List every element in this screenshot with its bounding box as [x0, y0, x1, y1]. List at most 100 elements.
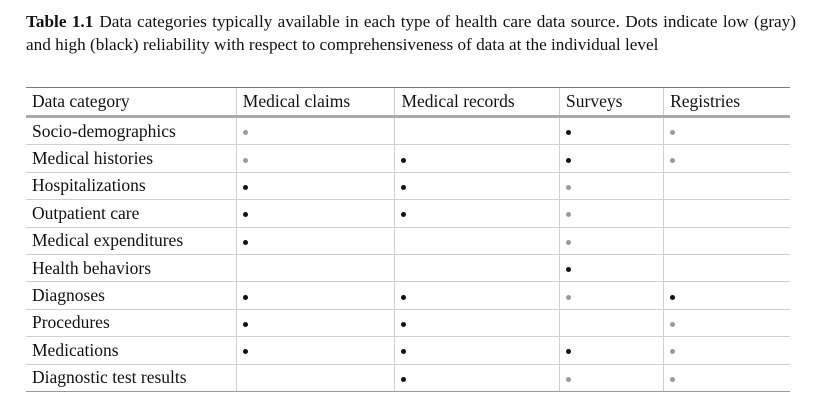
table-row: Socio-demographics [26, 116, 790, 146]
reliability-cell [394, 309, 560, 338]
low-reliability-dot [566, 212, 572, 218]
reliability-cell [663, 254, 790, 283]
high-reliability-dot [566, 130, 572, 136]
category-cell: Hospitalizations [26, 172, 237, 201]
reliability-cell [394, 364, 560, 392]
reliability-cell [663, 227, 790, 255]
reliability-cell [394, 116, 560, 146]
reliability-cell [559, 227, 664, 255]
category-cell: Outpatient care [26, 199, 237, 228]
high-reliability-dot [242, 321, 248, 327]
reliability-cell [559, 281, 664, 310]
category-cell: Medications [26, 336, 237, 365]
header-registries: Registries [663, 87, 790, 118]
header-medical-records: Medical records [394, 87, 560, 118]
category-cell: Diagnostic test results [26, 364, 237, 392]
table-row: Medical histories [26, 144, 790, 173]
low-reliability-dot [670, 130, 676, 136]
high-reliability-dot [242, 239, 248, 245]
reliability-cell [235, 227, 395, 255]
low-reliability-dot [670, 157, 676, 163]
reliability-cell [663, 144, 790, 173]
reliability-cell [394, 336, 560, 365]
reliability-cell [663, 281, 790, 310]
high-reliability-dot [401, 376, 407, 382]
table-row: Diagnostic test results [26, 364, 790, 392]
reliability-cell [235, 144, 395, 173]
reliability-cell [394, 254, 560, 283]
reliability-cell [663, 336, 790, 365]
reliability-cell [663, 309, 790, 338]
reliability-cell [235, 281, 395, 310]
high-reliability-dot [401, 157, 407, 163]
low-reliability-dot [566, 184, 572, 190]
reliability-cell [394, 144, 560, 173]
data-category-table: Data category Medical claims Medical rec… [26, 87, 790, 392]
high-reliability-dot [401, 184, 407, 190]
reliability-cell [394, 199, 560, 228]
low-reliability-dot [566, 376, 572, 382]
reliability-cell [663, 199, 790, 228]
reliability-cell [235, 199, 395, 228]
table-row: Health behaviors [26, 254, 790, 283]
header-data-category: Data category [26, 87, 237, 118]
low-reliability-dot [670, 321, 676, 327]
reliability-cell [559, 336, 664, 365]
high-reliability-dot [670, 294, 676, 300]
reliability-cell [559, 309, 664, 338]
caption-text: Data categories typically available in e… [26, 12, 796, 54]
reliability-cell [559, 116, 664, 146]
high-reliability-dot [566, 349, 572, 355]
table-row: Procedures [26, 309, 790, 338]
reliability-cell [235, 254, 395, 283]
header-surveys: Surveys [559, 87, 664, 118]
reliability-cell [559, 172, 664, 201]
reliability-cell [394, 281, 560, 310]
reliability-cell [235, 116, 395, 146]
table-caption: Table 1.1 Data categories typically avail… [26, 11, 796, 56]
high-reliability-dot [566, 157, 572, 163]
low-reliability-dot [566, 294, 572, 300]
table-row: Diagnoses [26, 281, 790, 310]
category-cell: Diagnoses [26, 281, 237, 310]
reliability-cell [394, 172, 560, 201]
reliability-cell [235, 309, 395, 338]
reliability-cell [559, 364, 664, 392]
low-reliability-dot [670, 376, 676, 382]
table-row: Medications [26, 336, 790, 365]
high-reliability-dot [242, 184, 248, 190]
high-reliability-dot [401, 321, 407, 327]
reliability-cell [559, 144, 664, 173]
table-row: Medical expenditures [26, 227, 790, 255]
category-cell: Socio-demographics [26, 116, 237, 146]
low-reliability-dot [566, 239, 572, 245]
low-reliability-dot [242, 130, 248, 136]
high-reliability-dot [242, 294, 248, 300]
header-row: Data category Medical claims Medical rec… [26, 87, 790, 118]
high-reliability-dot [401, 349, 407, 355]
reliability-cell [235, 172, 395, 201]
low-reliability-dot [670, 349, 676, 355]
reliability-cell [663, 172, 790, 201]
high-reliability-dot [401, 294, 407, 300]
reliability-cell [559, 199, 664, 228]
reliability-cell [663, 364, 790, 392]
category-cell: Health behaviors [26, 254, 237, 283]
reliability-cell [235, 336, 395, 365]
category-cell: Procedures [26, 309, 237, 338]
high-reliability-dot [401, 212, 407, 218]
high-reliability-dot [566, 267, 572, 273]
table-label: Table 1.1 [26, 12, 94, 31]
high-reliability-dot [242, 212, 248, 218]
reliability-cell [394, 227, 560, 255]
header-medical-claims: Medical claims [235, 87, 395, 118]
table-row: Hospitalizations [26, 172, 790, 201]
category-cell: Medical histories [26, 144, 237, 173]
reliability-cell [235, 364, 395, 392]
low-reliability-dot [242, 157, 248, 163]
table-body: Socio-demographics Medical histories Hospi… [26, 116, 790, 392]
reliability-cell [559, 254, 664, 283]
reliability-cell [663, 116, 790, 146]
category-cell: Medical expenditures [26, 227, 237, 255]
high-reliability-dot [242, 349, 248, 355]
